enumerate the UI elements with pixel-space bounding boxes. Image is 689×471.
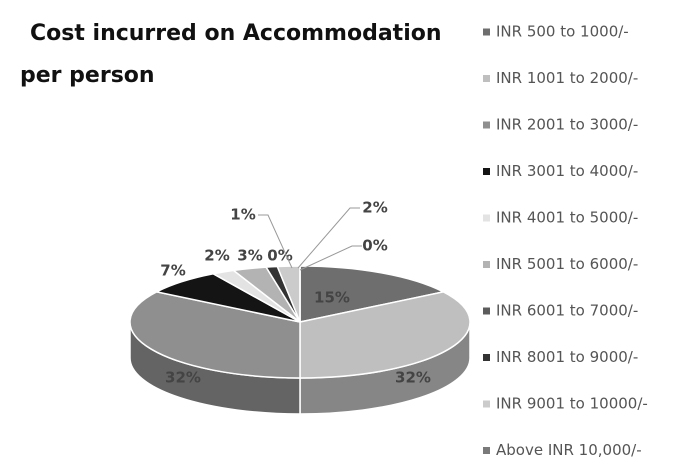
legend-label: INR 9001 to 10000/-	[496, 395, 648, 413]
legend-background	[480, 0, 689, 471]
legend-swatch	[483, 400, 490, 408]
slice	[299, 291, 471, 379]
chart-title: Cost incurred on Accommodation per person	[20, 21, 442, 88]
legend-swatch	[483, 168, 490, 175]
data-label: 1%	[230, 206, 255, 224]
data-label: 3%	[237, 247, 262, 265]
leader-line	[297, 207, 360, 269]
legend-swatch	[483, 307, 490, 315]
legend-label: INR 500 to 1000/-	[496, 23, 629, 41]
leader-line	[299, 245, 362, 271]
legend-label: INR 3001 to 4000/-	[496, 162, 638, 180]
legend-swatch	[483, 75, 490, 82]
legend-label: INR 4001 to 5000/-	[496, 209, 638, 227]
data-label: 32%	[395, 369, 431, 387]
data-label: 0%	[362, 237, 387, 255]
legend-swatch	[483, 261, 490, 268]
data-label: 2%	[204, 247, 229, 265]
data-label: 15%	[314, 289, 350, 307]
title-line: per person	[20, 63, 155, 88]
slice	[299, 265, 446, 323]
data-label: 7%	[160, 262, 185, 280]
legend-swatch	[483, 354, 490, 361]
legend-label: INR 5001 to 6000/-	[496, 255, 638, 273]
data-label: 0%	[267, 247, 292, 265]
data-label: 32%	[165, 369, 201, 387]
data-label: 2%	[362, 199, 387, 217]
legend-label: Above INR 10,000/-	[496, 441, 642, 459]
title-line: Cost incurred on Accommodation	[30, 21, 442, 46]
legend-swatch	[483, 214, 490, 222]
legend-label: INR 1001 to 2000/-	[496, 69, 638, 87]
legend-swatch	[483, 28, 490, 36]
legend-label: INR 8001 to 9000/-	[496, 348, 638, 366]
pie: 15% 32% 32% 7% 2% 3% 0% 1% 2% 0%	[129, 199, 471, 415]
leader-line	[258, 214, 293, 269]
legend-label: INR 2001 to 3000/-	[496, 116, 638, 134]
legend-label: INR 6001 to 7000/-	[496, 302, 638, 320]
legend-swatch	[483, 121, 490, 129]
legend-swatch	[483, 447, 490, 454]
